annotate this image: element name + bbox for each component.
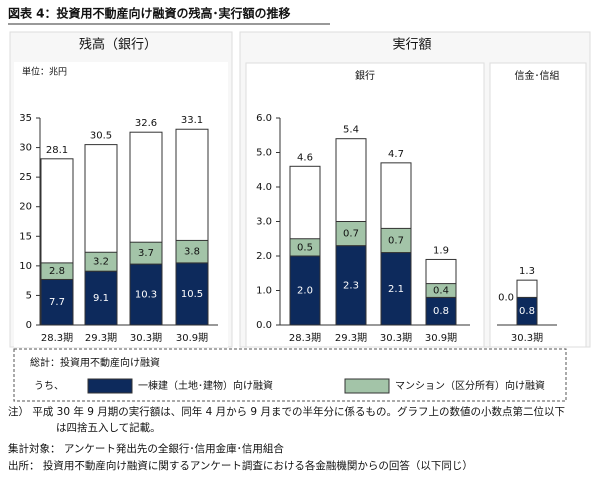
unit: 単位：兆円 <box>22 66 67 78</box>
data-label: 7.7 <box>49 297 65 308</box>
data-label: 0.5 <box>297 242 313 253</box>
bar-segment <box>289 255 321 326</box>
panel-title: 銀行 <box>355 69 375 82</box>
y-tick-label: 5.0 <box>256 148 272 159</box>
data-label: 0.7 <box>343 229 359 240</box>
legend-label: マンション（区分所有）向け融資 <box>395 379 545 392</box>
y-tick-label: 1.0 <box>256 286 272 297</box>
total-label: 4.7 <box>388 149 404 160</box>
total-label: 4.6 <box>297 152 313 163</box>
data-label: 2.0 <box>297 286 313 297</box>
data-label: 3.8 <box>184 247 200 258</box>
page-title: 図表 4：投資用不動産向け融資の残高･実行額の推移 <box>8 6 291 21</box>
y-tick-label: 25 <box>19 172 32 183</box>
group-title: 実行額 <box>392 37 431 53</box>
bar-segment <box>516 296 538 326</box>
x-tick-label: 29.3期 <box>335 332 367 344</box>
y-tick-label: 30 <box>19 143 32 154</box>
panel-title: 残高（銀行） <box>79 37 157 53</box>
y-tick-label: 2.0 <box>256 251 272 262</box>
bar-segment <box>335 245 367 326</box>
bar-segment <box>84 270 118 326</box>
total-label: 1.3 <box>519 266 535 277</box>
note: 集計対象： アンケート発出先の全銀行･信用金庫･信用組合 <box>8 442 284 455</box>
note: 注） 平成 30 年 9 月期の実行額は、同年 4 月から 9 月までの半年分に… <box>8 405 565 418</box>
bar-segment <box>335 221 367 247</box>
bar-segment <box>129 241 163 265</box>
total-label: 32.6 <box>135 118 157 129</box>
x-tick-label: 28.3期 <box>289 332 321 344</box>
bar-segment <box>289 238 321 257</box>
bar-segment <box>129 263 163 326</box>
x-tick-label: 29.3期 <box>85 332 117 344</box>
y-tick-label: 6.0 <box>256 113 272 124</box>
y-tick-label: 0 <box>26 320 32 331</box>
legend-label: 一棟建（土地･建物）向け融資 <box>138 379 273 392</box>
note: 出所： 投資用不動産向け融資に関するアンケート調査における各金融機関からの回答（… <box>8 459 473 472</box>
data-label: 0.7 <box>388 235 404 246</box>
total-label: 5.4 <box>343 125 359 136</box>
data-label: 0.8 <box>433 306 449 317</box>
data-label: 10.3 <box>135 290 157 301</box>
data-label: 2.1 <box>388 284 404 295</box>
data-label: 3.2 <box>93 257 109 268</box>
x-tick-label: 28.3期 <box>41 332 73 344</box>
data-label: 0.4 <box>433 286 449 297</box>
panel-title: 信金･信組 <box>515 69 560 82</box>
y-tick-label: 0.0 <box>256 320 272 331</box>
y-tick-label: 5 <box>26 290 32 301</box>
total-label: 1.9 <box>433 245 449 256</box>
x-tick-label: 30.9期 <box>425 332 457 344</box>
total-label: 30.5 <box>90 131 112 142</box>
bar-segment <box>40 278 74 326</box>
data-label: 0.8 <box>519 306 535 317</box>
y-tick-label: 3.0 <box>256 217 272 228</box>
y-tick-label: 10 <box>19 261 32 272</box>
x-tick-label: 30.9期 <box>176 332 208 344</box>
bar-segment <box>84 251 118 272</box>
x-tick-label: 30.3期 <box>380 332 412 344</box>
y-tick-label: 35 <box>19 113 32 124</box>
x-tick-label: 30.3期 <box>511 332 543 344</box>
data-label: 10.5 <box>181 289 203 300</box>
bar-segment <box>425 283 457 298</box>
total-label: 33.1 <box>181 115 203 126</box>
bar-segment <box>380 227 412 254</box>
note: は四捨五入して記載。 <box>56 421 161 434</box>
legend-swatch <box>87 378 133 394</box>
bar-segment <box>175 239 209 264</box>
data-label: 2.8 <box>49 266 65 277</box>
panel-bg <box>489 62 587 348</box>
bar-segment <box>40 262 74 280</box>
total-label: 28.1 <box>46 145 68 156</box>
data-label: 3.7 <box>138 248 154 259</box>
legend-total: 総計：投資用不動産向け融資 <box>30 356 160 369</box>
data-label: 2.3 <box>343 280 359 291</box>
legend-swatch <box>344 378 390 394</box>
y-tick-label: 20 <box>19 202 32 213</box>
y-tick-label: 4.0 <box>256 182 272 193</box>
y-tick-label: 15 <box>19 231 32 242</box>
bar-segment <box>380 252 412 326</box>
data-label: 9.1 <box>93 293 109 304</box>
data-label: 0.0 <box>498 292 514 303</box>
legend-prefix: うち、 <box>34 380 64 392</box>
bar-segment <box>425 296 457 326</box>
x-tick-label: 30.3期 <box>130 332 162 344</box>
